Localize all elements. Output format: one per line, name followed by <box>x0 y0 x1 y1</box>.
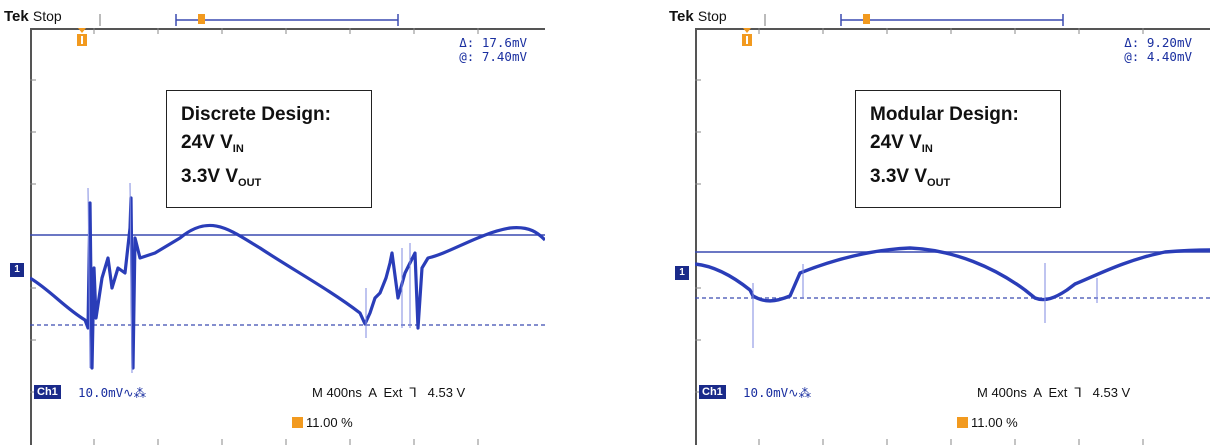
design-annotation: Modular Design: 24V VIN 3.3V VOUT <box>855 90 1061 208</box>
brand-label: Tek Stop <box>669 8 727 25</box>
channel-1-marker: 1 <box>675 266 689 280</box>
scope-header: Tek Stop <box>0 6 545 28</box>
trigger-position-icon <box>77 28 87 46</box>
waveform-plot <box>30 28 545 445</box>
cursor-readout: Δ: 17.6mV @: 7.40mV <box>459 35 527 64</box>
trigger-icon <box>292 417 303 428</box>
annotation-vin: 24V VIN <box>870 132 933 155</box>
record-bar <box>99 14 399 26</box>
waveform-trace <box>30 196 545 370</box>
channel-badge: Ch1 <box>699 385 726 399</box>
scope-footer: Ch1 10.0mV∿⁂ M 400ns A Ext ⅂ 4.53 V 11.0… <box>695 385 1210 445</box>
channel-scale: 10.0mV∿⁂ <box>743 385 812 400</box>
trigger-level: 11.00 % <box>957 415 1018 430</box>
annotation-vout: 3.3V VOUT <box>181 166 262 189</box>
timebase-readout: M 400ns A Ext ⅂ 4.53 V <box>977 385 1131 400</box>
waveform-trace <box>695 246 1210 303</box>
annotation-title: Discrete Design: <box>181 104 331 125</box>
channel-1-marker: 1 <box>10 263 24 277</box>
channel-scale: 10.0mV∿⁂ <box>78 385 147 400</box>
trigger-position-icon <box>742 28 752 46</box>
cursor-readout: Δ: 9.20mV @: 4.40mV <box>1124 35 1192 64</box>
scope-footer: Ch1 10.0mV∿⁂ M 400ns A Ext ⅂ 4.53 V 11.0… <box>30 385 545 445</box>
timebase-readout: M 400ns A Ext ⅂ 4.53 V <box>312 385 466 400</box>
design-annotation: Discrete Design: 24V VIN 3.3V VOUT <box>166 90 372 208</box>
trigger-icon <box>957 417 968 428</box>
waveform-noise <box>752 263 1098 348</box>
scope-header: Tek Stop <box>665 6 1210 28</box>
trigger-level: 11.00 % <box>292 415 353 430</box>
annotation-title: Modular Design: <box>870 104 1019 125</box>
brand-label: Tek Stop <box>4 8 62 25</box>
scope-modular: Tek Stop <box>665 0 1210 445</box>
record-bar <box>764 14 1064 26</box>
annotation-vin: 24V VIN <box>181 132 244 155</box>
scope-discrete: Tek Stop <box>0 0 545 445</box>
waveform-noise <box>87 182 411 374</box>
annotation-vout: 3.3V VOUT <box>870 166 951 189</box>
waveform-plot <box>695 28 1210 445</box>
channel-badge: Ch1 <box>34 385 61 399</box>
